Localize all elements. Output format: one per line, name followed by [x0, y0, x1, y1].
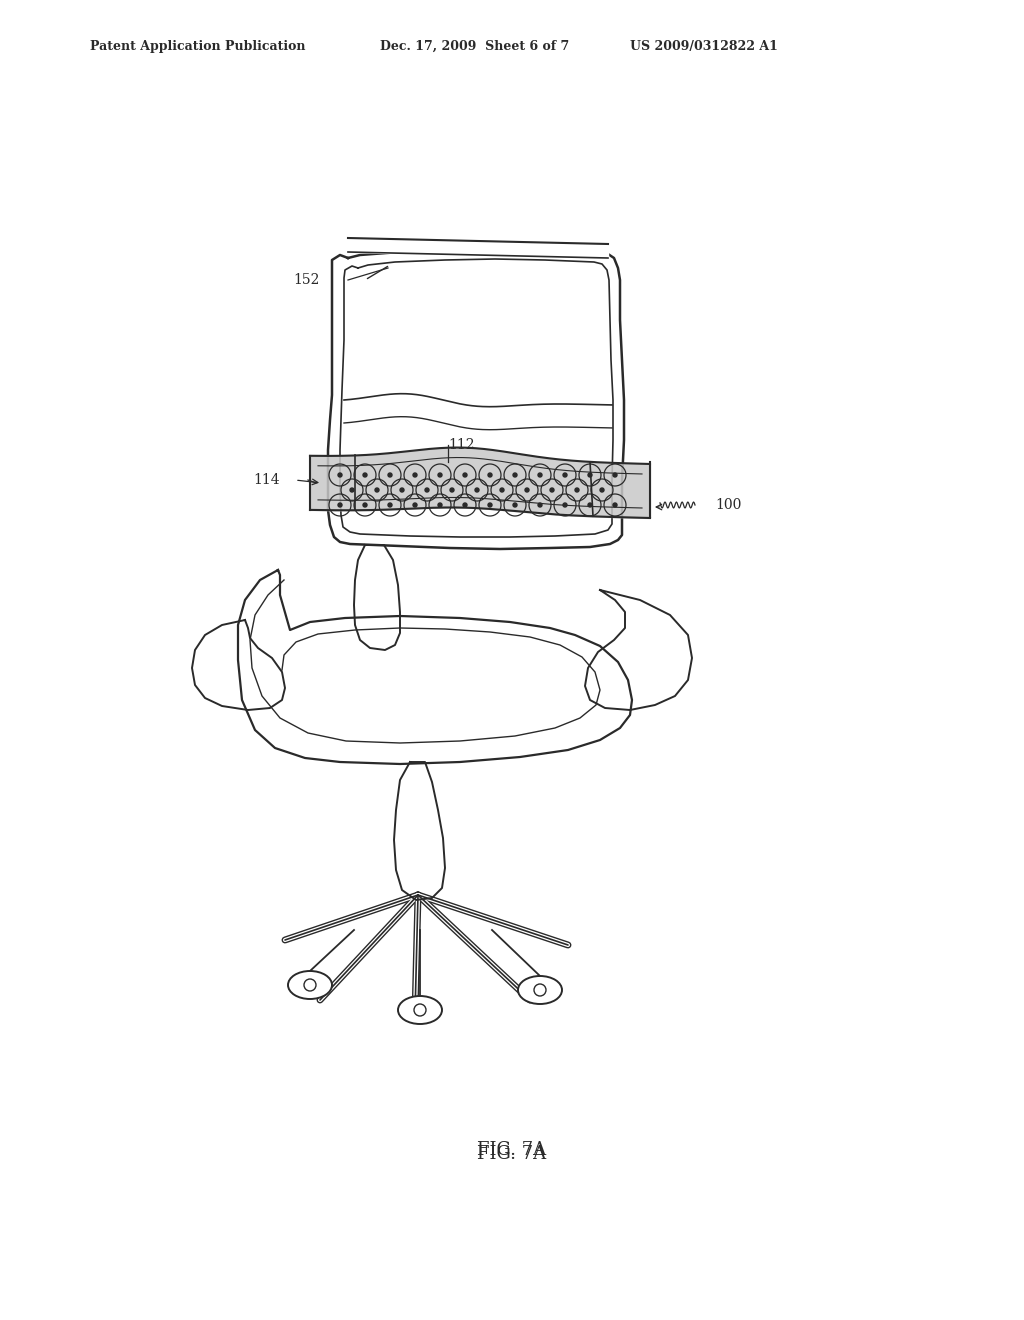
Circle shape [488, 503, 492, 507]
Circle shape [600, 488, 604, 492]
Circle shape [388, 473, 392, 477]
Circle shape [304, 979, 316, 991]
Circle shape [450, 488, 454, 492]
Circle shape [588, 473, 592, 477]
Circle shape [400, 488, 404, 492]
Circle shape [475, 488, 479, 492]
Circle shape [513, 473, 517, 477]
Ellipse shape [288, 972, 332, 999]
Circle shape [563, 503, 567, 507]
Ellipse shape [398, 997, 442, 1024]
Circle shape [338, 503, 342, 507]
Polygon shape [354, 545, 400, 649]
Circle shape [613, 503, 617, 507]
Circle shape [338, 473, 342, 477]
Circle shape [613, 473, 617, 477]
Circle shape [575, 488, 579, 492]
Circle shape [538, 503, 542, 507]
Circle shape [413, 473, 417, 477]
Circle shape [463, 503, 467, 507]
Circle shape [463, 473, 467, 477]
Circle shape [538, 473, 542, 477]
Polygon shape [394, 762, 445, 900]
Circle shape [350, 488, 354, 492]
Circle shape [362, 473, 367, 477]
Circle shape [534, 983, 546, 997]
Circle shape [438, 503, 442, 507]
Polygon shape [585, 590, 692, 710]
Text: FIG. 7A: FIG. 7A [477, 1140, 547, 1159]
Circle shape [563, 473, 567, 477]
Text: FIG. 7A: FIG. 7A [477, 1144, 547, 1163]
Circle shape [362, 503, 367, 507]
Circle shape [500, 488, 504, 492]
Circle shape [550, 488, 554, 492]
Circle shape [388, 503, 392, 507]
Text: Dec. 17, 2009  Sheet 6 of 7: Dec. 17, 2009 Sheet 6 of 7 [380, 40, 569, 53]
Text: Patent Application Publication: Patent Application Publication [90, 40, 305, 53]
Polygon shape [238, 570, 632, 764]
Circle shape [438, 473, 442, 477]
Text: 112: 112 [449, 438, 474, 451]
Circle shape [413, 503, 417, 507]
Circle shape [425, 488, 429, 492]
Text: US 2009/0312822 A1: US 2009/0312822 A1 [630, 40, 778, 53]
Text: 114: 114 [253, 473, 280, 487]
Ellipse shape [518, 975, 562, 1005]
Circle shape [513, 503, 517, 507]
Polygon shape [193, 620, 285, 710]
Text: 100: 100 [715, 498, 741, 512]
Circle shape [588, 503, 592, 507]
Circle shape [375, 488, 379, 492]
Circle shape [488, 473, 492, 477]
Text: 152: 152 [294, 273, 319, 286]
Circle shape [414, 1005, 426, 1016]
Polygon shape [328, 249, 624, 549]
Circle shape [525, 488, 529, 492]
